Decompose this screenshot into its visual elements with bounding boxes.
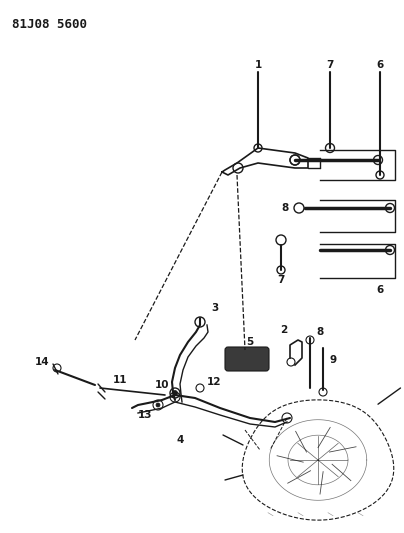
Text: 6: 6 bbox=[377, 60, 384, 70]
Circle shape bbox=[156, 403, 160, 407]
Text: 3: 3 bbox=[211, 303, 219, 313]
Text: 9: 9 bbox=[329, 355, 337, 365]
Text: 8: 8 bbox=[281, 203, 288, 213]
Text: 13: 13 bbox=[138, 410, 152, 420]
Text: 10: 10 bbox=[155, 380, 169, 390]
Text: 7: 7 bbox=[326, 60, 334, 70]
Text: 8: 8 bbox=[316, 327, 324, 337]
Circle shape bbox=[173, 391, 177, 395]
Text: 6: 6 bbox=[377, 285, 384, 295]
Text: 1: 1 bbox=[255, 60, 262, 70]
Text: 4: 4 bbox=[176, 435, 184, 445]
Text: 5: 5 bbox=[246, 337, 254, 347]
Text: 7: 7 bbox=[277, 275, 285, 285]
Text: 81J08 5600: 81J08 5600 bbox=[12, 18, 87, 31]
Text: 14: 14 bbox=[35, 357, 49, 367]
Text: 12: 12 bbox=[207, 377, 221, 387]
FancyBboxPatch shape bbox=[225, 347, 269, 371]
Text: 11: 11 bbox=[113, 375, 127, 385]
Text: 2: 2 bbox=[280, 325, 288, 335]
